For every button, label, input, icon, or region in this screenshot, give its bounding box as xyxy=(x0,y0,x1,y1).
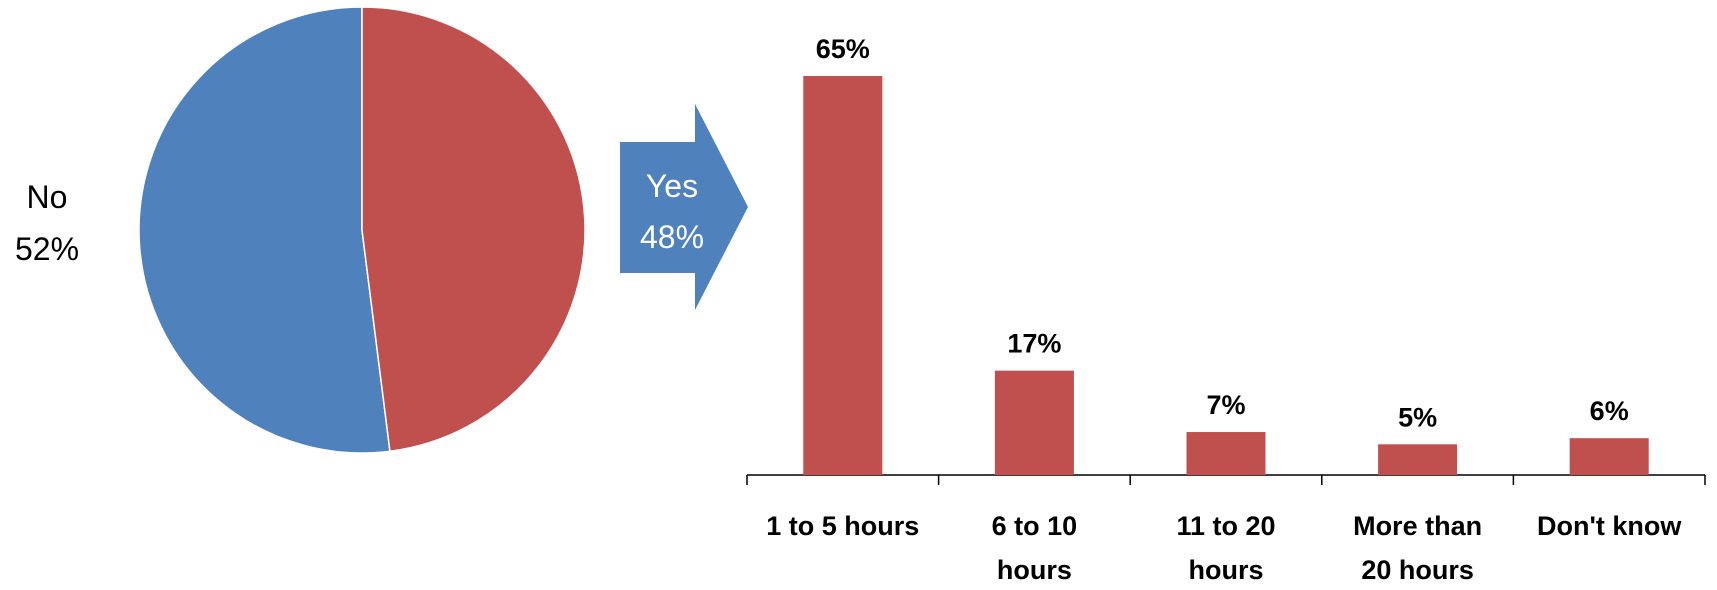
callout-arrow: Yes 48% xyxy=(620,104,748,310)
bar-value-label-2: 17% xyxy=(1007,329,1061,359)
arrow-label-yes-name: Yes xyxy=(646,168,698,204)
bar-5 xyxy=(1569,438,1649,475)
bar-3 xyxy=(1186,432,1266,475)
bar-4 xyxy=(1378,444,1458,475)
bar-value-label-4: 5% xyxy=(1398,402,1437,432)
pie-label-no-value: 52% xyxy=(15,231,79,267)
category-label-4-line-2: 20 hours xyxy=(1361,555,1474,585)
category-label-3-line-1: 11 to 20 xyxy=(1176,511,1275,541)
arrow-right-icon xyxy=(620,104,748,310)
pie-chart: No 52% xyxy=(15,6,586,454)
pie-label-no-name: No xyxy=(27,179,68,215)
pie-slice-yes xyxy=(361,6,586,453)
bar-value-label-5: 6% xyxy=(1590,396,1629,426)
category-label-2-line-1: 6 to 10 xyxy=(992,511,1078,541)
category-label-5: Don't know xyxy=(1537,511,1682,541)
bar-value-label-1: 65% xyxy=(816,34,870,64)
pie-slice-no xyxy=(138,6,391,454)
bar-2 xyxy=(994,370,1074,475)
arrow-label-yes-value: 48% xyxy=(640,219,704,255)
bar-value-label-3: 7% xyxy=(1206,390,1245,420)
category-label-3-line-2: hours xyxy=(1188,555,1263,585)
bar-chart: 65% 1 to 5 hours 17% 6 to 10 hours 7% 11 to 20… xyxy=(746,34,1706,585)
category-label-4-line-1: More than xyxy=(1353,511,1482,541)
category-label-1: 1 to 5 hours xyxy=(766,511,919,541)
bar-1 xyxy=(803,76,883,475)
category-label-2-line-2: hours xyxy=(997,555,1072,585)
